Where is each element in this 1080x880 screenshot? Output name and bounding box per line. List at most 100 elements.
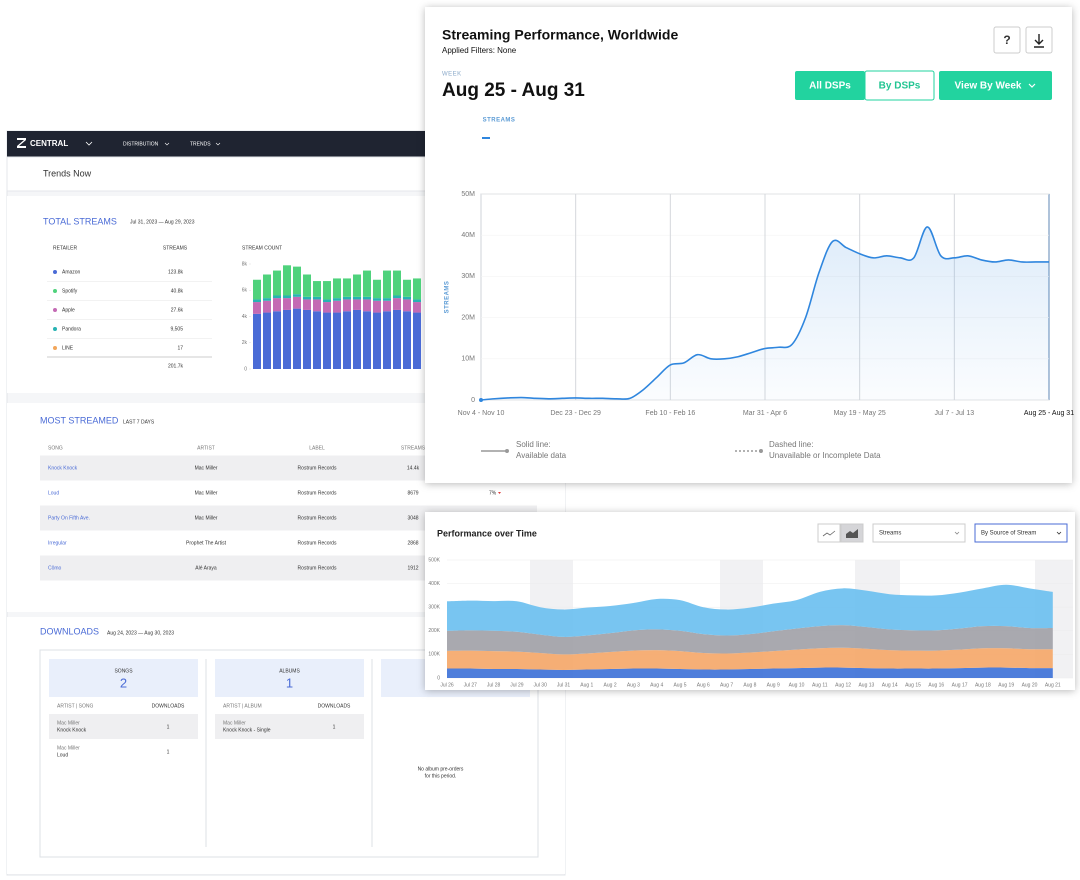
bar-segment (383, 298, 391, 301)
bar-segment (373, 301, 381, 313)
bar-segment (413, 299, 421, 302)
bar-segment (313, 281, 321, 297)
bar-segment (293, 297, 301, 309)
bar-segment (273, 271, 281, 296)
bar-segment (353, 310, 361, 369)
bar-segment (283, 310, 291, 369)
bar-segment (403, 297, 411, 300)
retailer-streams: 40.8k (171, 288, 184, 294)
song-link[interactable]: Knock Knock (48, 465, 78, 471)
artist: Mac Miller (57, 720, 80, 726)
x-tick-label: Jul 29 (510, 682, 524, 688)
bar-segment (363, 311, 371, 369)
artist: Mac Miller (195, 465, 218, 471)
x-tick-label: Aug 12 (835, 682, 851, 688)
metric[interactable]: Streams (879, 531, 901, 537)
grouping[interactable]: By Source of Stream (981, 531, 1036, 537)
y-tick-label: 8k (242, 261, 248, 267)
nav-item[interactable]: DISTRIBUTION (123, 141, 159, 147)
bar-segment (333, 313, 341, 369)
button-label[interactable]: All DSPs (809, 81, 851, 92)
bar-segment (393, 296, 401, 299)
x-tick-label: Aug 14 (882, 682, 898, 688)
y-tick-label: 10M (461, 356, 475, 363)
bar-segment (253, 314, 261, 369)
brand: CENTRAL (30, 139, 68, 148)
y-tick-label: 6k (242, 288, 248, 294)
nav-item[interactable]: TRENDS (190, 141, 211, 147)
column-header: ARTIST (197, 445, 215, 451)
x-tick-label: Jul 30 (534, 682, 548, 688)
y-tick-label: 500K (428, 557, 440, 563)
x-tick-label: Dec 23 - Dec 29 (550, 410, 601, 417)
item: Knock Knock (57, 727, 87, 733)
y-tick-label: 30M (461, 273, 475, 280)
line-view-button[interactable] (818, 524, 840, 542)
column-header: RETAILER (53, 245, 77, 251)
panel-title: Performance over Time (437, 528, 537, 538)
retailer-name: Amazon (62, 269, 81, 275)
retailer-name: Apple (62, 307, 75, 313)
bar-segment (253, 280, 261, 300)
column-header: DOWNLOADS (318, 703, 351, 709)
bar-segment (413, 302, 421, 313)
y-tick-label: 0 (471, 397, 475, 404)
song-link[interactable]: Party On Fifth Ave. (48, 515, 90, 521)
artist: Prophet The Artist (186, 540, 227, 546)
x-tick-label: Feb 10 - Feb 16 (645, 410, 695, 417)
tab[interactable]: STREAMS (483, 118, 516, 124)
x-tick-label: Aug 1 (580, 682, 593, 688)
axis-title: STREAMS (445, 281, 451, 314)
x-tick-label: Aug 2 (604, 682, 617, 688)
streams: 2868 (407, 540, 418, 546)
date-range: Jul 31, 2023 — Aug 29, 2023 (130, 219, 195, 225)
x-tick-label: Nov 4 - Nov 10 (458, 410, 505, 417)
label: Rostrum Records (298, 565, 337, 571)
section-title: MOST STREAMED (40, 415, 119, 425)
downloads: 1 (167, 749, 170, 755)
bar-segment (263, 301, 271, 313)
y-tick-label: 400K (428, 581, 440, 587)
bar-segment (293, 294, 301, 297)
song-link[interactable]: Cômo (48, 565, 62, 571)
bar-segment (343, 278, 351, 296)
retailer-name: Spotify (62, 288, 78, 294)
bar-segment (323, 313, 331, 369)
x-tick-label: Aug 11 (812, 682, 828, 688)
x-tick-label: Jul 31 (557, 682, 571, 688)
total-streams: 201.7k (168, 363, 184, 369)
bar-segment (323, 299, 331, 302)
artist: Mac Miller (57, 745, 80, 751)
bar-segment (273, 298, 281, 311)
column-header: ARTIST | SONG (57, 703, 94, 709)
x-tick-label: Aug 16 (928, 682, 944, 688)
bar-segment (263, 313, 271, 369)
y-tick-label: 50M (461, 191, 475, 198)
artist: Mac Miller (195, 515, 218, 521)
downloads: 1 (167, 724, 170, 730)
bar-segment (283, 298, 291, 310)
chart-title: STREAM COUNT (242, 245, 282, 251)
bar-segment (373, 280, 381, 298)
section-title: DOWNLOADS (40, 626, 99, 636)
x-tick-label: Jul 7 - Jul 13 (934, 410, 974, 417)
x-tick-label: Mar 31 - Apr 6 (743, 410, 787, 417)
bar-segment (363, 271, 371, 297)
song-link[interactable]: Irregular (48, 540, 67, 546)
bar-segment (343, 299, 351, 311)
button-label[interactable]: By DSPs (879, 81, 921, 92)
week: Aug 25 - Aug 31 (442, 80, 585, 101)
bar-segment (263, 275, 271, 299)
retailer-streams: 123.8k (168, 269, 184, 275)
bar-segment (333, 301, 341, 313)
legend-title: Solid line: (516, 440, 551, 449)
song-link[interactable]: Loud (48, 490, 59, 496)
x-tick-label: Aug 5 (673, 682, 686, 688)
y-tick-label: 300K (428, 605, 440, 611)
bar-segment (373, 313, 381, 369)
button-label[interactable]: View By Week (955, 81, 1022, 92)
bar-segment (253, 302, 261, 314)
bar-segment (353, 299, 361, 310)
artist: Mac Miller (223, 720, 246, 726)
